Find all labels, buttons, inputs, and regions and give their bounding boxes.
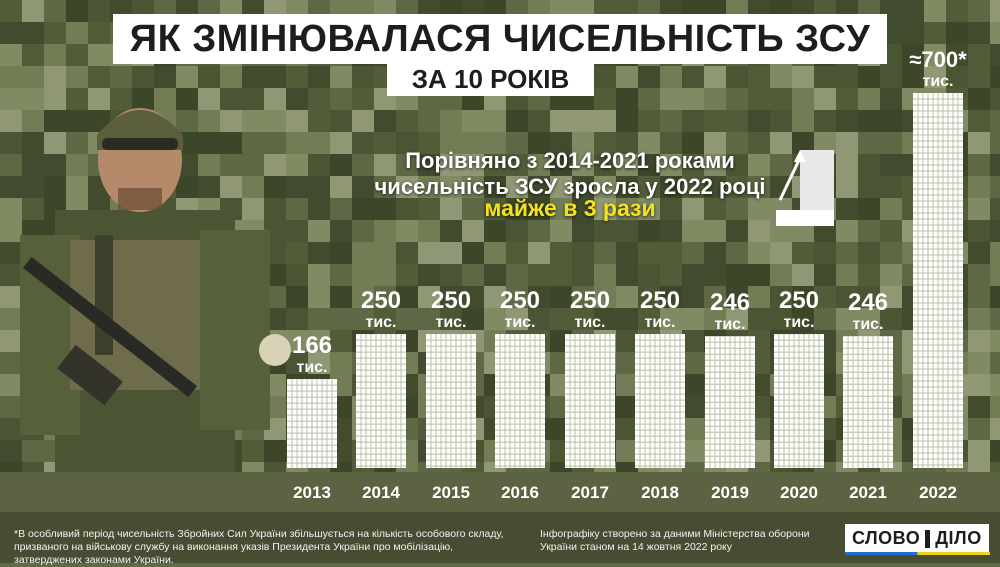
soldier-illustration [20,108,291,500]
bar-2013 [287,379,337,468]
unit-label-2017: тис. [574,314,605,331]
slovo-i-dilo-logo: СЛОВО ДІЛО [845,524,989,553]
value-label-2017: 250 [570,287,610,314]
unit-label-2015: тис. [435,314,466,331]
unit-label-2022: тис. [922,73,953,90]
year-label-2013: 2013 [293,483,331,502]
comparison-note-line1: Порівняно з 2014-2021 роками [405,148,735,173]
bar-2020 [774,334,824,468]
logo-flag-bar [845,552,990,555]
value-label-2018: 250 [640,287,680,314]
value-label-2016: 250 [500,287,540,314]
value-label-2021: 246 [848,289,888,316]
year-label-2014: 2014 [362,483,400,502]
value-label-2015: 250 [431,287,471,314]
bar-2022 [913,93,963,468]
page-subtitle: ЗА 10 РОКІВ [411,63,570,94]
bar-2014 [356,334,406,468]
unit-label-2018: тис. [644,314,675,331]
unit-label-2021: тис. [852,316,883,333]
comparison-note-highlight: майже в 3 рази [484,195,656,221]
growth-arrow-icon [776,150,834,226]
year-label-2019: 2019 [711,483,749,502]
unit-label-2019: тис. [714,316,745,333]
page-title: ЯК ЗМІНЮВАЛАСЯ ЧИСЕЛЬНІСТЬ ЗСУ [129,17,871,60]
bar-2021 [843,336,893,468]
logo-right-text: ДІЛО [935,528,982,548]
year-label-2022: 2022 [919,483,957,502]
bar-2018 [635,334,685,468]
unit-label-2013: тис. [296,359,327,376]
bar-2017 [565,334,615,468]
bar-2015 [426,334,476,468]
subtitle-banner: ЗА 10 РОКІВ [387,62,594,96]
year-label-2017: 2017 [571,483,609,502]
logo-left-text: СЛОВО [852,528,921,548]
comparison-note-line2: чисельність ЗСУ зросла у 2022 році [374,174,766,199]
year-label-2018: 2018 [641,483,679,502]
value-label-2014: 250 [361,287,401,314]
year-label-2016: 2016 [501,483,539,502]
years-band [0,472,1000,512]
year-label-2020: 2020 [780,483,818,502]
footnote-mobilization: *В особливий період чисельність Збройних… [14,528,504,566]
title-banner: ЯК ЗМІНЮВАЛАСЯ ЧИСЕЛЬНІСТЬ ЗСУ [113,14,887,64]
value-label-2022: ≈700* [909,47,967,72]
value-label-2020: 250 [779,287,819,314]
value-label-2019: 246 [710,289,750,316]
logo-divider [925,529,931,548]
year-label-2021: 2021 [849,483,887,502]
bar-2019 [705,336,755,468]
unit-label-2020: тис. [783,314,814,331]
year-label-2015: 2015 [432,483,470,502]
unit-label-2016: тис. [504,314,535,331]
unit-label-2014: тис. [365,314,396,331]
bar-2016 [495,334,545,468]
footnote-source: Інфографіку створено за даними Міністерс… [540,528,810,553]
value-label-2013: 166 [292,332,332,359]
footer [0,512,1000,563]
